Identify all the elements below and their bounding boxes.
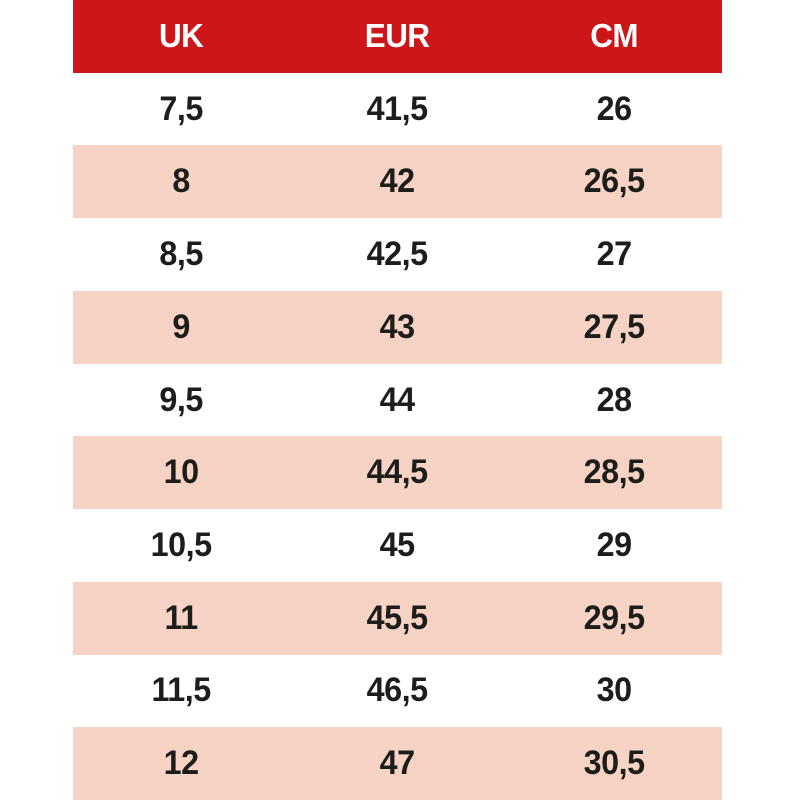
table-cell-cm: 30 <box>596 671 632 710</box>
table-cell-cm: 27 <box>596 235 632 274</box>
table-cell-uk: 8,5 <box>159 235 203 274</box>
table-cell-uk: 8 <box>172 162 190 201</box>
table-cell-uk: 10 <box>163 453 199 492</box>
table-row: 8,5 42,5 27 <box>73 218 722 291</box>
table-cell-cm: 26,5 <box>583 162 645 201</box>
table-cell-uk: 7,5 <box>159 89 203 128</box>
table-row: 9 43 27,5 <box>73 290 722 364</box>
table-cell-eur: 47 <box>379 744 415 783</box>
table-cell-uk: 11,5 <box>151 671 212 710</box>
table-row: 11 45,5 29,5 <box>73 581 722 655</box>
table-cell-cm: 28 <box>596 380 632 419</box>
table-cell-uk: 10,5 <box>150 526 212 564</box>
table-row: 7,5 41,5 26 <box>73 73 722 146</box>
table-row: 8 42 26,5 <box>73 145 722 219</box>
table-cell-cm: 28,5 <box>583 453 645 492</box>
table-cell-eur: 44 <box>379 380 415 419</box>
table-cell-cm: 30,5 <box>583 744 645 783</box>
header-cell-cm: CM <box>589 17 638 55</box>
table-cell-uk: 9,5 <box>159 380 203 419</box>
table-cell-uk: 9 <box>172 307 190 346</box>
table-cell-eur: 42,5 <box>366 235 428 274</box>
table-cell-eur: 41,5 <box>366 89 428 128</box>
table-cell-eur: 45 <box>379 526 415 564</box>
table-cell-eur: 42 <box>379 162 415 201</box>
header-cell-uk: UK <box>158 17 204 55</box>
table-cell-uk: 12 <box>163 744 199 783</box>
table-cell-cm: 29,5 <box>583 598 645 637</box>
header-cell-eur: EUR <box>365 17 430 55</box>
table-cell-eur: 46,5 <box>366 671 428 710</box>
table-cell-eur: 43 <box>379 307 415 346</box>
table-row: 10 44,5 28,5 <box>73 436 722 510</box>
table-cell-cm: 26 <box>596 89 632 128</box>
table-row: 10,5 45 29 <box>73 509 722 582</box>
table-cell-uk: 11 <box>164 598 199 637</box>
table-header-row: UK EUR CM <box>73 0 722 73</box>
size-conversion-table: UK EUR CM 7,5 41,5 26 8 42 26,5 8,5 42,5… <box>73 0 722 800</box>
table-cell-eur: 45,5 <box>366 598 428 637</box>
table-row: 11,5 46,5 30 <box>73 655 722 728</box>
table-row: 12 47 30,5 <box>73 727 722 800</box>
table-cell-cm: 27,5 <box>583 307 645 346</box>
table-cell-cm: 29 <box>596 526 632 564</box>
table-cell-eur: 44,5 <box>366 453 428 492</box>
table-row: 9,5 44 28 <box>73 364 722 437</box>
